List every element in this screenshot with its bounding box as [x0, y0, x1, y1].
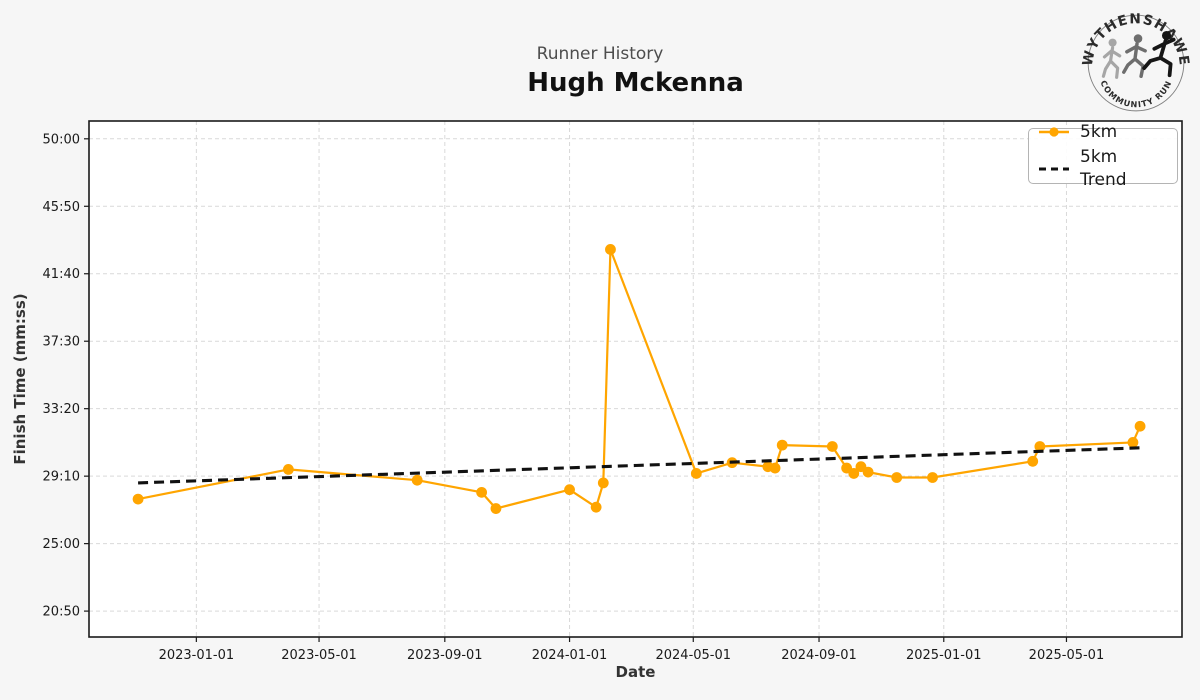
runner-icon-walker: [1101, 38, 1122, 79]
wythenshawe-logo: WYTHENSHAWE COMMUNITY RUN: [1080, 11, 1191, 112]
chart-suptitle: Runner History: [536, 44, 664, 64]
5km-data-point: [605, 244, 616, 255]
runner-icon-sprinter: [1142, 30, 1176, 78]
5km-data-point: [848, 468, 860, 479]
plot-area: [89, 121, 1182, 637]
5km-data-point: [927, 472, 938, 483]
5km-data-point: [490, 503, 502, 514]
5km-data-point: [769, 462, 781, 474]
5km-data-point: [690, 468, 702, 479]
5km-line-swatch-icon: [1039, 127, 1069, 137]
5km-data-point: [826, 441, 838, 452]
legend-label-5km-trend: 5km Trend: [1080, 146, 1127, 190]
axis-ticks: [84, 138, 1068, 642]
y-tick-label: 37:30: [43, 335, 80, 350]
gridlines: [89, 121, 1182, 637]
data-series: [132, 244, 1146, 514]
legend-item-5km: 5km: [1037, 121, 1169, 144]
x-tick-label: 2025-05-01: [1029, 648, 1105, 663]
x-tick-label: 2024-01-01: [532, 648, 608, 663]
5km-data-point: [411, 474, 423, 486]
runner-icon-jogger: [1122, 34, 1147, 78]
y-tick-label: 45:50: [43, 200, 80, 215]
svg-text:COMMUNITY RUN: COMMUNITY RUN: [1098, 79, 1173, 110]
5km-data-point: [1127, 437, 1139, 448]
axis-tick-labels: 2023-01-01 2023-05-01 2023-09-01 2024-01-01…: [43, 132, 1105, 663]
runner-name-title: Hugh Mckenna: [527, 68, 744, 98]
y-tick-label: 20:50: [43, 605, 80, 620]
5km-data-point: [891, 472, 903, 483]
5km-data-point: [862, 466, 874, 478]
legend-item-5km-trend: 5km Trend: [1037, 146, 1169, 192]
y-tick-label: 29:10: [43, 470, 80, 485]
logo-bottom-text: COMMUNITY RUN: [1098, 79, 1172, 110]
y-tick-label: 41:40: [43, 267, 80, 282]
5km-trend-line: [138, 446, 1141, 485]
plot-border: [88, 120, 1183, 638]
5km-data-point: [1134, 420, 1146, 432]
5km-data-point: [282, 464, 294, 475]
x-axis-label: Date: [615, 663, 656, 681]
x-tick-label: 2025-01-01: [906, 648, 982, 663]
5km-data-point: [776, 439, 788, 451]
5km-data-point: [597, 477, 609, 489]
axes-spines: [88, 120, 1183, 638]
5km-data-point: [1027, 455, 1039, 467]
logo-ring: [1087, 14, 1185, 112]
5km-data-point: [476, 486, 488, 498]
x-tick-label: 2023-09-01: [407, 648, 483, 663]
x-tick-label: 2023-01-01: [159, 648, 235, 663]
5km-data-point: [132, 493, 144, 505]
legend: 5km 5km Trend: [1028, 122, 1178, 190]
trend-dashed-swatch-icon: [1039, 167, 1069, 170]
legend-label-5km: 5km: [1080, 121, 1118, 142]
5km-data-point: [564, 484, 575, 496]
x-tick-label: 2023-05-01: [281, 648, 357, 663]
5km-data-point: [1034, 441, 1046, 452]
y-tick-label: 50:00: [43, 132, 80, 147]
y-axis-label: Finish Time (mm:ss): [11, 293, 29, 465]
x-tick-label: 2024-09-01: [781, 648, 857, 663]
y-tick-label: 25:00: [43, 537, 80, 552]
y-tick-label: 33:20: [43, 402, 80, 417]
x-tick-label: 2024-05-01: [655, 648, 731, 663]
5km-data-point: [590, 501, 602, 513]
